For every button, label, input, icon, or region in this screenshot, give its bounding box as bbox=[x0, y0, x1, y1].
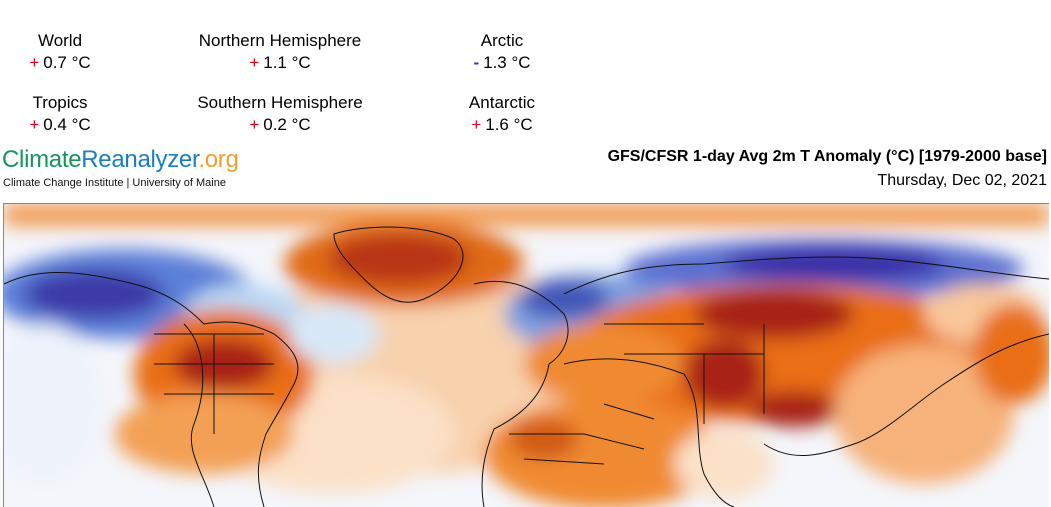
brand-logo[interactable]: ClimateReanalyzer.org bbox=[2, 146, 239, 174]
map-title: GFS/CFSR 1-day Avg 2m T Anomaly (°C) [19… bbox=[607, 148, 1047, 165]
stat-value: 0.2 °C bbox=[263, 115, 311, 134]
anomaly-map[interactable] bbox=[3, 203, 1049, 507]
stat-value: 1.1 °C bbox=[263, 53, 311, 72]
institution-text: Climate Change Institute | University of… bbox=[3, 177, 226, 189]
anomaly-field bbox=[4, 204, 1049, 507]
siberia-coast bbox=[563, 256, 1049, 295]
stat-world: World +0.7 °C bbox=[0, 30, 120, 74]
brand-part-org: .org bbox=[198, 146, 239, 173]
stat-arctic: Arctic -1.3 °C bbox=[442, 30, 562, 74]
coastlines bbox=[4, 226, 1049, 507]
north-america-coast bbox=[4, 271, 299, 507]
country-borders-na bbox=[154, 333, 274, 434]
anomaly-map-svg bbox=[4, 204, 1049, 507]
stat-antarctic: Antarctic +1.6 °C bbox=[442, 92, 562, 136]
sign-positive: + bbox=[471, 115, 482, 134]
stat-value: 1.6 °C bbox=[485, 115, 533, 134]
east-asia-coast bbox=[763, 333, 1049, 457]
stat-label: Southern Hemisphere bbox=[197, 93, 363, 112]
europe-africa-coast bbox=[473, 280, 569, 507]
stat-label: World bbox=[37, 31, 83, 50]
stat-label: Antarctic bbox=[468, 93, 536, 112]
stat-northern-hemisphere: Northern Hemisphere +1.1 °C bbox=[180, 30, 380, 74]
stat-value: 0.4 °C bbox=[43, 115, 91, 134]
sign-negative: - bbox=[473, 53, 480, 72]
map-date: Thursday, Dec 02, 2021 bbox=[877, 172, 1047, 189]
sign-positive: + bbox=[29, 53, 40, 72]
brand-part-reanalyzer: Reanalyzer bbox=[81, 146, 199, 173]
sign-positive: + bbox=[249, 53, 260, 72]
stat-label: Northern Hemisphere bbox=[198, 31, 362, 50]
stat-value: 1.3 °C bbox=[483, 53, 531, 72]
greenland-outline bbox=[333, 226, 464, 303]
brand-part-climate: Climate bbox=[2, 146, 82, 173]
stat-tropics: Tropics +0.4 °C bbox=[0, 92, 120, 136]
west-coast bbox=[183, 323, 215, 507]
middle-east-coast bbox=[563, 358, 735, 507]
sign-positive: + bbox=[249, 115, 260, 134]
stat-label: Tropics bbox=[32, 93, 88, 112]
stat-label: Arctic bbox=[480, 31, 524, 50]
stat-southern-hemisphere: Southern Hemisphere +0.2 °C bbox=[180, 92, 380, 136]
country-borders-africa bbox=[509, 403, 655, 465]
stat-value: 0.7 °C bbox=[43, 53, 91, 72]
country-borders-asia bbox=[604, 323, 765, 424]
sign-positive: + bbox=[29, 115, 40, 134]
